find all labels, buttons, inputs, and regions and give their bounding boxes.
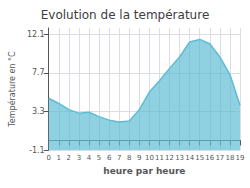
svg-text:Evolution de la température: Evolution de la température xyxy=(41,8,210,22)
svg-text:13: 13 xyxy=(175,154,184,162)
svg-text:4: 4 xyxy=(87,154,92,162)
svg-text:3: 3 xyxy=(77,154,81,162)
svg-text:6: 6 xyxy=(107,154,112,162)
svg-text:7: 7 xyxy=(117,154,121,162)
svg-text:-1.1: -1.1 xyxy=(29,146,45,155)
svg-text:10: 10 xyxy=(145,154,154,162)
svg-text:0: 0 xyxy=(46,154,50,162)
svg-text:14: 14 xyxy=(185,154,194,162)
svg-text:12: 12 xyxy=(165,154,174,162)
svg-text:heure par heure: heure par heure xyxy=(103,166,185,176)
svg-text:7.7: 7.7 xyxy=(32,68,45,77)
svg-text:16: 16 xyxy=(205,154,214,162)
svg-text:2: 2 xyxy=(67,154,71,162)
svg-text:17: 17 xyxy=(215,154,224,162)
svg-text:Température en °C: Température en °C xyxy=(7,51,17,128)
svg-text:3.3: 3.3 xyxy=(32,107,45,116)
svg-text:18: 18 xyxy=(225,154,234,162)
svg-text:12.1: 12.1 xyxy=(27,30,45,39)
svg-text:11: 11 xyxy=(155,154,164,162)
svg-text:9: 9 xyxy=(137,154,141,162)
svg-text:15: 15 xyxy=(195,154,204,162)
svg-text:1: 1 xyxy=(57,154,61,162)
svg-text:19: 19 xyxy=(236,154,245,162)
svg-text:5: 5 xyxy=(97,154,101,162)
svg-text:8: 8 xyxy=(127,154,131,162)
